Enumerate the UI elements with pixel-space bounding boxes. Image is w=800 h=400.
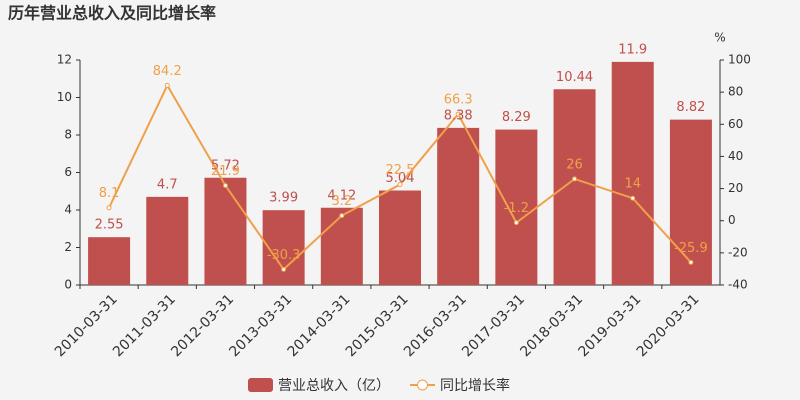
line-point (688, 259, 694, 265)
line-value-label: -1.2 (504, 201, 529, 216)
y2-tick-label: 0 (728, 213, 736, 227)
legend-label: 同比增长率 (440, 377, 510, 394)
bar-value-label: 8.29 (502, 110, 531, 125)
line-point (222, 183, 228, 189)
y-tick-label: 4 (64, 203, 72, 217)
line-value-label: 22.5 (386, 163, 415, 178)
chart-title: 历年营业总收入及同比增长率 (8, 4, 216, 23)
bar-value-label: 5.04 (386, 171, 415, 186)
bar (146, 196, 189, 285)
bar (611, 61, 654, 285)
line-value-label: 8.1 (99, 186, 120, 201)
bar-value-label: 10.44 (556, 70, 593, 85)
line-value-label: -30.3 (267, 248, 301, 263)
bar (379, 190, 421, 285)
bar (669, 119, 712, 285)
legend-item: 营业总收入（亿） (248, 378, 390, 394)
bar (320, 207, 363, 285)
y-tick-label: 6 (64, 165, 72, 179)
bar-value-label: 4.12 (327, 188, 356, 203)
line-point (164, 82, 170, 88)
y2-axis-label: % (714, 31, 725, 45)
line-value-label: 84.2 (153, 64, 182, 79)
bar-value-label: 11.9 (618, 42, 647, 57)
line-point (455, 111, 461, 117)
y-tick-label: 2 (64, 240, 72, 254)
bar (553, 89, 596, 285)
bar (437, 127, 480, 285)
y2-tick-label: 60 (728, 117, 743, 131)
line-point (339, 213, 345, 219)
y2-tick-label: -20 (728, 245, 748, 259)
line-value-label: 14 (624, 177, 641, 192)
y-tick-label: 0 (64, 278, 72, 292)
bar-value-label: 2.55 (95, 218, 124, 233)
bar (495, 129, 538, 285)
bar-value-label: 8.38 (444, 108, 473, 123)
legend-label: 营业总收入（亿） (278, 378, 390, 394)
line-point (106, 205, 112, 211)
bar-value-label: 8.82 (676, 100, 705, 115)
line-value-label: 3.2 (331, 194, 352, 209)
line-point (513, 220, 519, 226)
y2-tick-label: 40 (728, 149, 743, 163)
line-point (630, 195, 636, 201)
bar-value-label: 4.7 (157, 177, 178, 192)
line-point (572, 176, 578, 182)
y2-tick-label: 80 (728, 85, 743, 99)
y-tick-label: 10 (57, 90, 72, 104)
y2-tick-label: -40 (728, 278, 748, 292)
line-value-label: -25.9 (674, 241, 708, 256)
legend-swatch (248, 378, 273, 392)
bar-value-label: 5.72 (211, 158, 240, 173)
legend-swatch-point (417, 379, 428, 391)
line-value-label: 66.3 (444, 93, 473, 108)
y-tick-label: 12 (57, 53, 72, 67)
bar (88, 237, 131, 285)
bar-value-label: 3.99 (269, 191, 298, 206)
bar (204, 177, 247, 285)
y2-tick-label: 20 (728, 181, 743, 195)
line-point (281, 266, 287, 272)
y2-tick-label: 100 (728, 53, 751, 67)
y-tick-label: 8 (64, 128, 72, 142)
legend-item: 同比增长率 (410, 377, 510, 394)
line-point (397, 182, 403, 188)
line-value-label: 21.9 (211, 164, 240, 179)
line-value-label: 26 (566, 157, 583, 172)
